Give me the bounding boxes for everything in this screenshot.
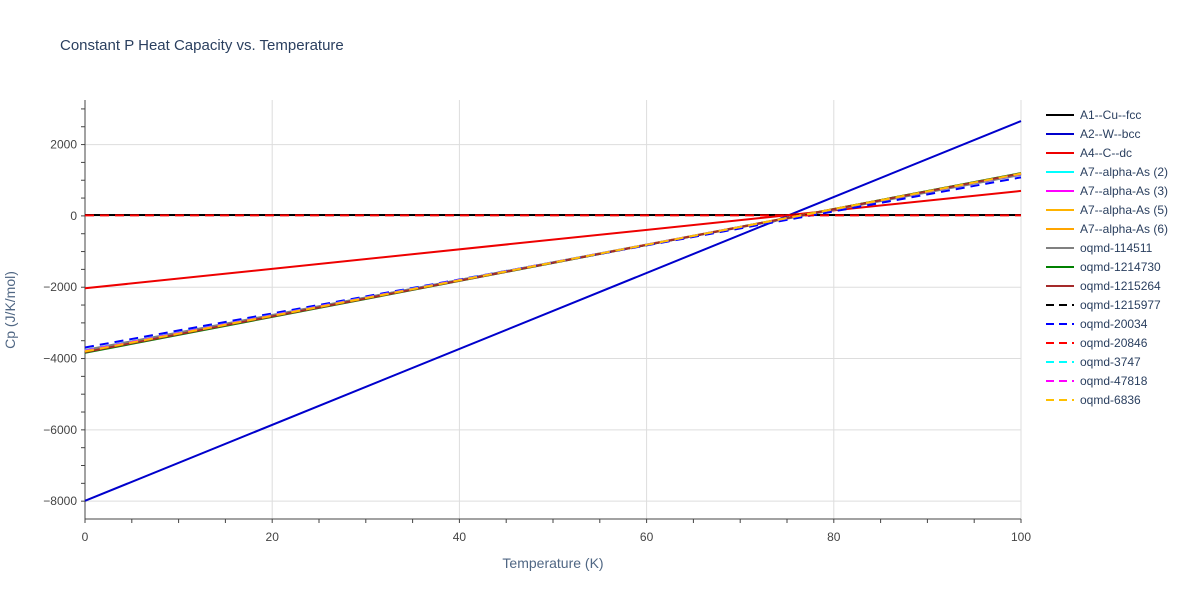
x-tick-label: 0 [82,530,89,544]
x-tick-label: 20 [266,530,280,544]
y-tick-label: −8000 [43,494,77,508]
legend-label: A7--alpha-As (6) [1080,222,1168,236]
legend-label: A4--C--dc [1080,146,1132,160]
y-tick-label: −4000 [43,352,77,366]
legend[interactable]: A1--Cu--fcc A2--W--bcc A4--C--dc A7--alpha-… [1046,108,1168,407]
legend-item[interactable]: A2--W--bcc [1046,127,1140,141]
legend-label: oqmd-1215264 [1080,279,1161,293]
legend-item[interactable]: oqmd-20846 [1046,336,1148,350]
legend-item[interactable]: A7--alpha-As (5) [1046,203,1168,217]
legend-label: A7--alpha-As (2) [1080,165,1168,179]
series-line [84,176,1022,349]
legend-item[interactable]: oqmd-47818 [1046,374,1148,388]
series-layer [84,120,1022,502]
legend-item[interactable]: oqmd-3747 [1046,355,1141,369]
x-tick-label: 40 [453,530,467,544]
legend-label: oqmd-47818 [1080,374,1148,388]
legend-item[interactable]: A7--alpha-As (6) [1046,222,1168,236]
legend-item[interactable]: oqmd-1215264 [1046,279,1161,293]
legend-label: oqmd-20846 [1080,336,1148,350]
legend-label: A1--Cu--fcc [1080,108,1141,122]
legend-label: oqmd-6836 [1080,393,1141,407]
legend-item[interactable]: A7--alpha-As (2) [1046,165,1168,179]
legend-item[interactable]: A7--alpha-As (3) [1046,184,1168,198]
legend-label: oqmd-1215977 [1080,298,1161,312]
legend-label: oqmd-114511 [1080,241,1153,255]
y-tick-label: 2000 [50,138,77,152]
series-line [84,189,1022,290]
y-tick-label: 0 [70,209,77,223]
legend-item[interactable]: A4--C--dc [1046,146,1132,160]
legend-item[interactable]: oqmd-1215977 [1046,298,1161,312]
x-axis-title: Temperature (K) [502,555,603,571]
chart-title: Constant P Heat Capacity vs. Temperature [60,37,344,54]
legend-item[interactable]: oqmd-6836 [1046,393,1141,407]
legend-item[interactable]: A1--Cu--fcc [1046,108,1141,122]
x-tick-label: 100 [1011,530,1031,544]
y-tick-label: −2000 [43,280,77,294]
y-axis-title: Cp (J/K/mol) [2,271,18,349]
legend-label: oqmd-3747 [1080,355,1141,369]
legend-label: A2--W--bcc [1080,127,1140,141]
y-tick-label: −6000 [43,423,77,437]
legend-label: oqmd-1214730 [1080,260,1161,274]
grid-layer [85,100,1022,519]
legend-label: A7--alpha-As (3) [1080,184,1168,198]
legend-item[interactable]: oqmd-1214730 [1046,260,1161,274]
legend-item[interactable]: oqmd-114511 [1046,241,1153,255]
axis-layer: 0 20 40 60 80 100 −8000 −6000 −4000 −2000 0 2000 [43,100,1031,544]
series-line [84,120,1022,502]
x-tick-label: 60 [640,530,654,544]
legend-label: A7--alpha-As (5) [1080,203,1168,217]
legend-item[interactable]: oqmd-20034 [1046,317,1148,331]
series-line [84,172,1022,353]
legend-label: oqmd-20034 [1080,317,1148,331]
x-tick-label: 80 [827,530,841,544]
